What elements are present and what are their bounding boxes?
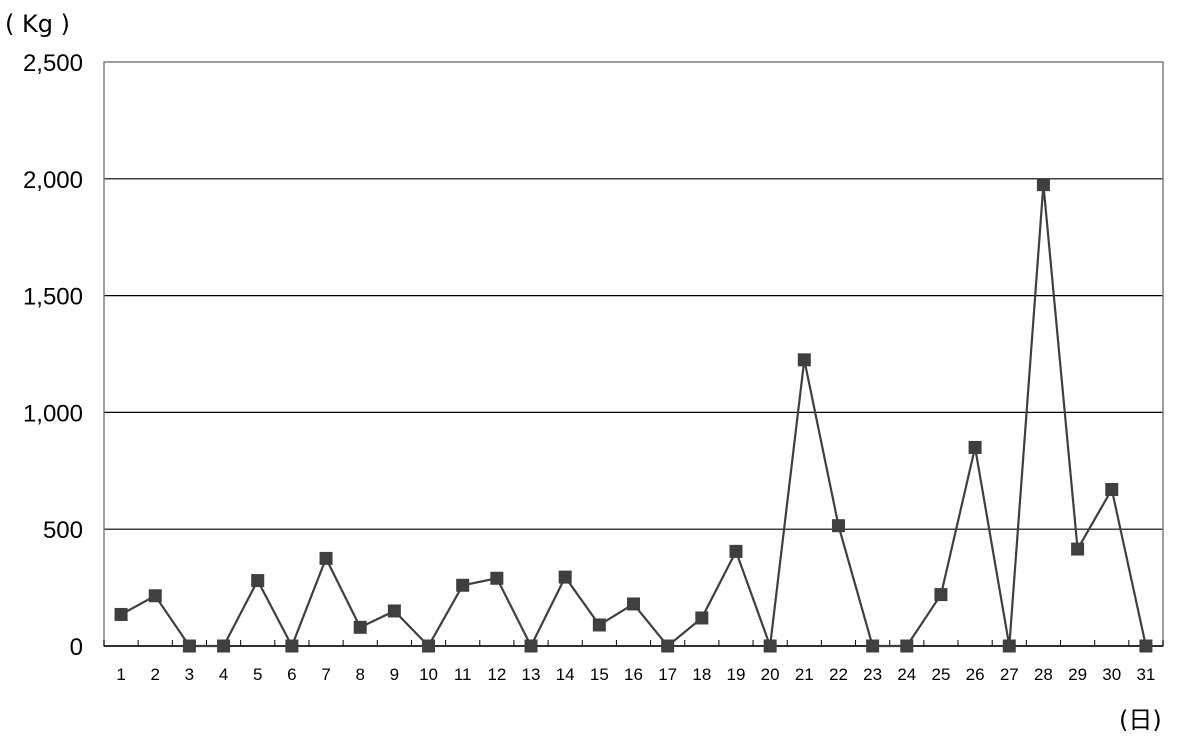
gridlines	[104, 178, 1163, 530]
data-point	[422, 639, 436, 653]
x-tick-label: 25	[931, 665, 950, 684]
data-point	[217, 639, 231, 653]
y-axis-unit-label: ( Kg )	[5, 10, 70, 38]
data-points	[114, 178, 1153, 653]
y-tick-label: 500	[43, 517, 83, 544]
x-tick-label: 18	[692, 665, 711, 684]
x-tick-label: 29	[1068, 665, 1087, 684]
data-point	[319, 551, 333, 565]
x-tick-label: 26	[966, 665, 985, 684]
plot-area-border	[103, 61, 1164, 647]
x-tick-label: 15	[590, 665, 609, 684]
y-tick-labels: 0 500 1,000 1,500 2,000 2,500	[23, 50, 83, 661]
data-point	[627, 597, 640, 611]
x-tick-label: 19	[727, 665, 746, 684]
x-tick-label: 9	[390, 665, 399, 684]
data-point	[1139, 639, 1153, 653]
data-point	[285, 639, 299, 653]
data-point	[490, 571, 504, 585]
x-tick-label: 23	[863, 665, 882, 684]
data-point	[934, 588, 948, 602]
data-point	[797, 353, 811, 367]
data-point	[763, 639, 777, 653]
x-tick-label: 14	[556, 665, 575, 684]
x-tick-label: 28	[1034, 665, 1053, 684]
data-point	[114, 607, 128, 621]
y-tick-label: 1,500	[23, 284, 83, 311]
x-tick-label: 4	[219, 665, 228, 684]
data-point	[353, 620, 367, 634]
x-tick-label: 16	[624, 665, 643, 684]
data-point	[695, 611, 709, 625]
data-point	[558, 570, 572, 584]
x-tick-label: 2	[151, 665, 160, 684]
data-point	[182, 639, 196, 653]
y-tick-label: 2,500	[23, 50, 83, 77]
x-tick-label: 20	[761, 665, 780, 684]
x-tick-label: 3	[185, 665, 194, 684]
data-point	[1002, 639, 1016, 653]
x-tick-label: 1	[116, 665, 125, 684]
data-point	[866, 639, 880, 653]
y-tick-label: 2,000	[23, 167, 83, 194]
x-tick-label: 27	[1000, 665, 1019, 684]
x-tick-label: 8	[355, 665, 364, 684]
x-tick-label: 5	[253, 665, 262, 684]
data-point	[251, 574, 265, 588]
y-tick-label: 0	[70, 634, 83, 661]
x-tick-label: 22	[829, 665, 848, 684]
x-axis	[103, 640, 1164, 647]
data-point	[661, 639, 675, 653]
x-tick-label: 31	[1136, 665, 1155, 684]
data-point	[1071, 542, 1085, 556]
data-point	[1105, 482, 1119, 496]
data-point	[968, 440, 982, 454]
x-tick-label: 6	[287, 665, 296, 684]
x-tick-label: 30	[1102, 665, 1121, 684]
data-point	[387, 604, 401, 618]
x-tick-label: 10	[419, 665, 438, 684]
x-tick-label: 7	[321, 665, 330, 684]
data-point	[592, 618, 606, 632]
x-axis-unit-label: (日)	[1119, 706, 1162, 734]
data-point	[729, 544, 743, 558]
y-tick-label: 1,000	[23, 400, 83, 427]
data-point	[148, 589, 162, 603]
series-line	[120, 184, 1147, 649]
data-point	[524, 639, 538, 653]
x-tick-label: 12	[487, 665, 506, 684]
x-tick-labels: 1 2 3 4 5 6 7 8 9 10 11 12 13 14 15 16 17 18 19 20 21 22 23 24 2…	[116, 665, 1155, 684]
data-point	[1036, 178, 1050, 192]
x-tick-label: 13	[522, 665, 541, 684]
data-point	[831, 519, 845, 533]
x-tick-label: 21	[795, 665, 814, 684]
data-point	[900, 639, 914, 653]
x-tick-label: 17	[658, 665, 677, 684]
data-point	[456, 578, 470, 592]
x-tick-label: 24	[897, 665, 916, 684]
x-tick-label: 11	[454, 665, 472, 684]
